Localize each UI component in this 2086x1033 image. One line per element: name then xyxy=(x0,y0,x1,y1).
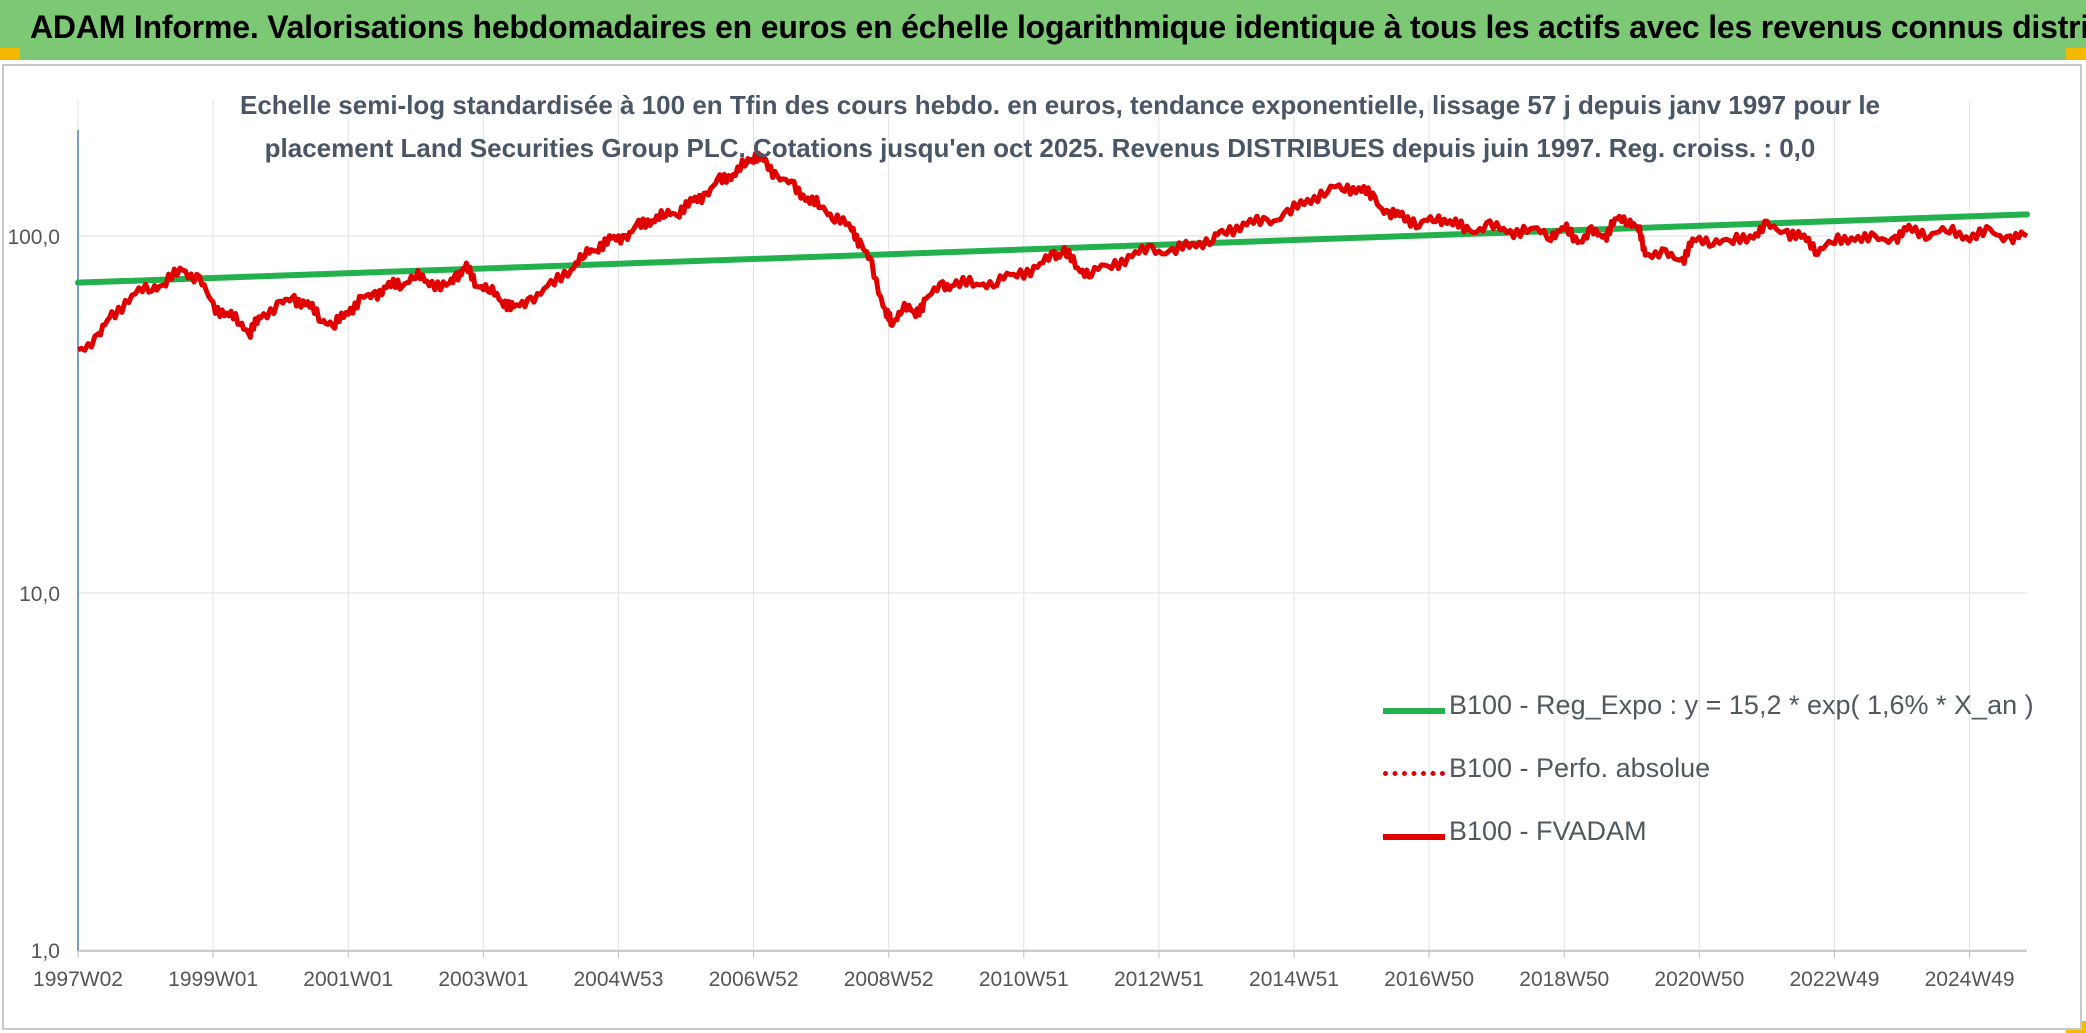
corner-marker-left xyxy=(0,48,20,60)
x-tick-label: 2003W01 xyxy=(438,968,528,991)
x-tick-label: 2010W51 xyxy=(979,968,1069,991)
legend-swatch-regression xyxy=(1383,708,1445,714)
x-tick-label: 2012W51 xyxy=(1114,968,1204,991)
series-line-regression xyxy=(75,211,2030,286)
legend-label-perfo: B100 - Perfo. absolue xyxy=(1449,753,1711,783)
legend-label-regression: B100 - Reg_Expo : y = 15,2 * exp( 1,6% *… xyxy=(1449,690,2034,720)
x-tick-label: 2008W52 xyxy=(844,968,934,991)
x-tick-label: 2020W50 xyxy=(1654,968,1744,991)
chart-title-line1: Echelle semi-log standardisée à 100 en T… xyxy=(240,90,1881,120)
x-tick-label: 1997W02 xyxy=(33,968,123,991)
x-tick-label: 2016W50 xyxy=(1384,968,1474,991)
x-tick-label: 2014W51 xyxy=(1249,968,1339,991)
x-tick-label: 2022W49 xyxy=(1790,968,1880,991)
series-line-fvadam xyxy=(76,150,2029,353)
legend-label-fvadam: B100 - FVADAM xyxy=(1449,816,1647,846)
x-tick-label: 2006W52 xyxy=(709,968,799,991)
x-tick-label: 2004W53 xyxy=(573,968,663,991)
x-tick-label: 2024W49 xyxy=(1925,968,2015,991)
legend-swatch-perfo xyxy=(1383,771,1445,776)
y-tick-label: 1,0 xyxy=(31,940,60,963)
legend-swatch-fvadam xyxy=(1383,834,1445,840)
corner-marker-right xyxy=(2066,48,2086,60)
x-tick-label: 1999W01 xyxy=(168,968,258,991)
report-banner: ADAM Informe. Valorisations hebdomadaire… xyxy=(0,0,2086,60)
chart-title-line2: placement Land Securities Group PLC. Cot… xyxy=(264,133,1816,163)
y-tick-label: 10,0 xyxy=(19,583,60,606)
x-tick-label: 2001W01 xyxy=(303,968,393,991)
report-title: ADAM Informe. Valorisations hebdomadaire… xyxy=(30,9,2086,45)
x-tick-label: 2018W50 xyxy=(1519,968,1609,991)
y-tick-label: 100,0 xyxy=(7,226,60,249)
